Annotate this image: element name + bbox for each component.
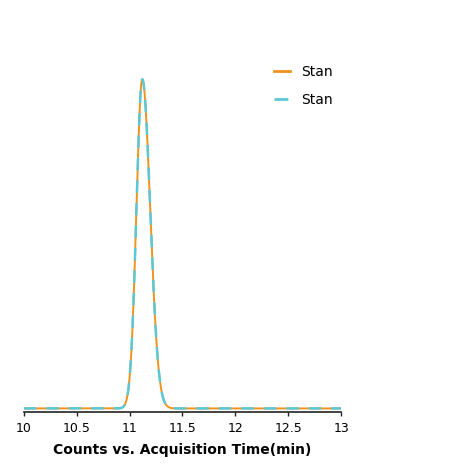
- Legend: Stan, Stan: Stan, Stan: [268, 60, 338, 113]
- X-axis label: Counts vs. Acquisition Time(min): Counts vs. Acquisition Time(min): [53, 444, 312, 457]
